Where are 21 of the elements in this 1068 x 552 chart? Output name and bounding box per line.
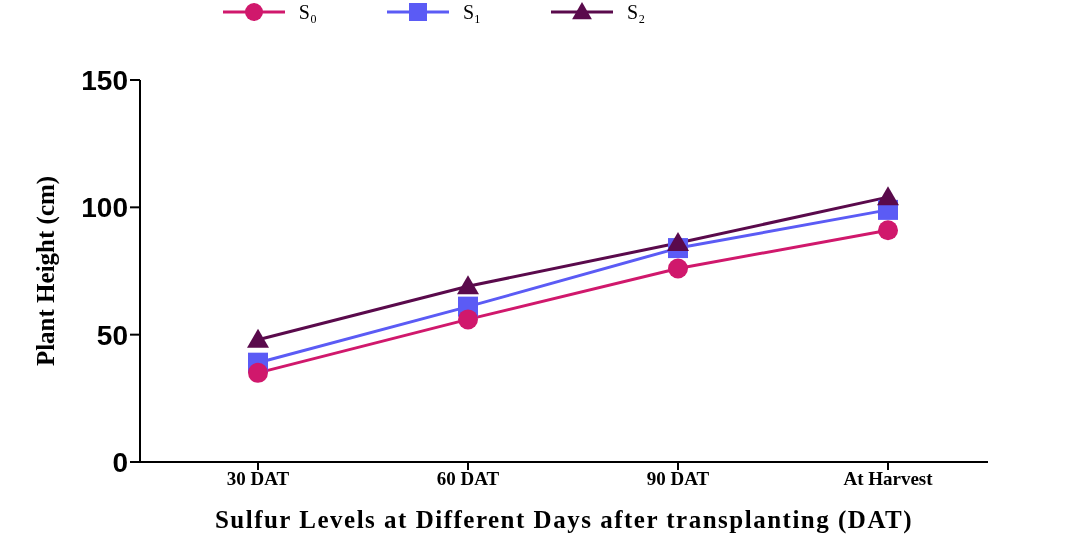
point xyxy=(667,231,689,251)
y-tick-label: 0 xyxy=(112,446,128,478)
y-axis-title: Plant Height (cm) xyxy=(31,175,60,367)
y-tick-label: 50 xyxy=(96,319,128,351)
legend-label: S₁ xyxy=(462,0,482,24)
x-tick-label: 60 DAT xyxy=(436,468,500,490)
point xyxy=(878,220,898,241)
point xyxy=(248,362,268,383)
point xyxy=(457,275,479,295)
point xyxy=(668,258,688,279)
y-tick-label: 150 xyxy=(81,64,128,96)
legend-label: S₂ xyxy=(627,0,646,24)
legend-label: S₀ xyxy=(298,0,317,24)
point xyxy=(877,186,899,206)
point xyxy=(458,309,478,330)
x-tick-label: 90 DAT xyxy=(646,468,710,490)
point xyxy=(247,328,269,348)
x-axis-title: Sulfur Levels at Different Days after transplanting (DAT) xyxy=(214,506,914,534)
y-tick-label: 100 xyxy=(81,192,128,224)
x-tick-label: 30 DAT xyxy=(226,468,290,490)
x-tick-label: At Harvest xyxy=(843,468,934,490)
